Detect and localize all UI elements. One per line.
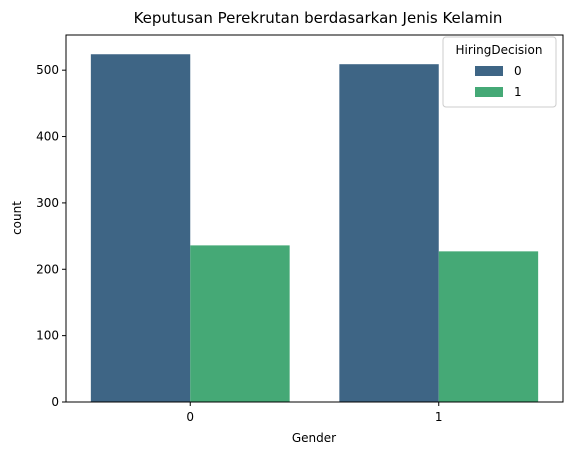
legend-label: 0 xyxy=(514,64,522,78)
bar-gender-0-decision-0 xyxy=(90,54,191,402)
y-tick-label: 300 xyxy=(36,196,59,210)
plot-frame xyxy=(65,34,564,403)
y-tick-label: 100 xyxy=(36,329,59,343)
y-tick-label: 400 xyxy=(36,130,59,144)
bar-gender-0-decision-1 xyxy=(190,245,290,402)
legend-swatch xyxy=(475,66,503,76)
x-axis-label: Gender xyxy=(292,431,336,445)
legend-title: HiringDecision xyxy=(456,43,543,57)
x-tick-label: 1 xyxy=(435,410,443,424)
y-tick-label: 0 xyxy=(51,395,59,409)
y-axis-ticks: 0 100 200 300 400 500 xyxy=(36,63,66,409)
y-axis-label: count xyxy=(10,201,24,235)
legend-swatch xyxy=(475,87,503,97)
chart-title: Keputusan Perekrutan berdasarkan Jenis K… xyxy=(134,9,503,27)
y-tick-label: 200 xyxy=(36,262,59,276)
legend-entries: 01 xyxy=(475,64,522,99)
legend-label: 1 xyxy=(514,85,522,99)
y-tick-label: 500 xyxy=(36,63,59,77)
bars-layer xyxy=(90,54,539,403)
legend: HiringDecision 01 xyxy=(442,36,557,108)
bar-gender-1-decision-0 xyxy=(339,64,439,403)
bar-gender-1-decision-1 xyxy=(438,251,539,402)
x-tick-label: 0 xyxy=(186,410,194,424)
